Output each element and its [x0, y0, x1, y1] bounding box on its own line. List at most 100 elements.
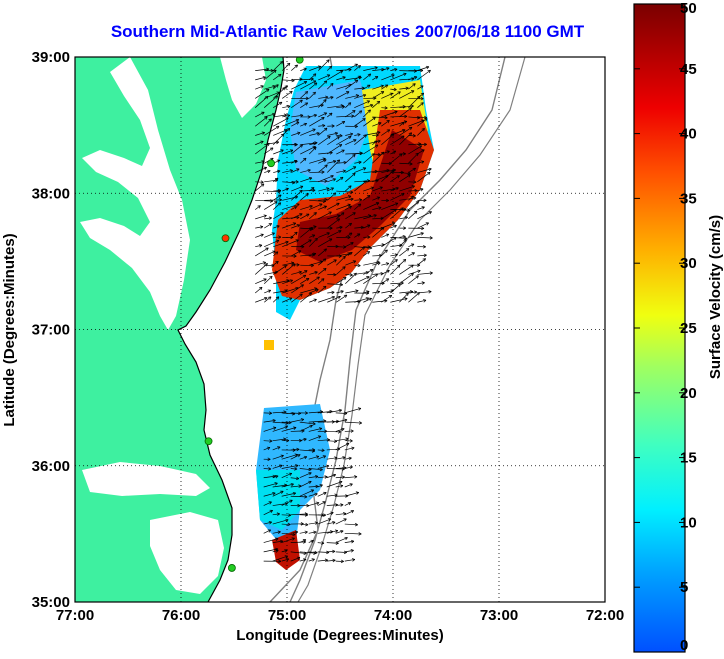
velocity-vector-head — [276, 178, 279, 182]
velocity-vector — [381, 169, 396, 173]
velocity-vector-head — [381, 67, 385, 70]
velocity-vector-head — [294, 160, 298, 164]
velocity-vector-head — [343, 160, 347, 163]
velocity-vector-head — [358, 408, 362, 411]
velocity-vector — [390, 283, 401, 294]
velocity-vector-head — [272, 426, 277, 428]
velocity-vector-head — [380, 217, 384, 221]
velocity-vector-head — [301, 284, 304, 288]
velocity-vector — [290, 513, 308, 516]
velocity-vector — [327, 65, 332, 71]
velocity-vector-head — [313, 146, 317, 149]
velocity-vector — [282, 279, 293, 285]
velocity-vector-head — [385, 198, 389, 201]
velocity-vector-head — [290, 237, 294, 240]
velocity-vector-head — [262, 112, 265, 115]
velocity-vector-head — [288, 513, 292, 516]
velocity-vector-head — [319, 469, 323, 472]
velocity-vector-head — [278, 531, 281, 534]
velocity-vector-head — [293, 427, 297, 430]
velocity-vector — [336, 294, 348, 303]
velocity-vector-head — [299, 271, 302, 275]
velocity-vector-head — [349, 273, 353, 276]
velocity-vector — [354, 87, 365, 90]
velocity-vector-head — [349, 274, 353, 277]
velocity-vector — [363, 180, 379, 183]
velocity-vector-head — [350, 430, 354, 433]
velocity-vector-head — [296, 64, 298, 68]
velocity-vector-head — [347, 235, 351, 238]
velocity-vector-head — [428, 291, 432, 294]
velocity-vector — [308, 476, 319, 479]
velocity-vector-head — [289, 279, 293, 281]
velocity-vector — [290, 531, 298, 534]
velocity-vector-head — [424, 115, 427, 118]
velocity-vector — [264, 264, 275, 267]
velocity-vector — [326, 481, 343, 488]
velocity-vector-head — [264, 95, 269, 98]
velocity-vector — [408, 145, 422, 155]
velocity-vector — [291, 121, 300, 127]
velocity-vector-head — [310, 425, 313, 428]
velocity-vector-head — [307, 213, 310, 217]
velocity-vector — [273, 114, 287, 118]
velocity-vector — [336, 69, 352, 71]
velocity-vector — [300, 78, 314, 81]
velocity-vector-head — [324, 159, 327, 163]
velocity-vector — [336, 106, 345, 109]
velocity-vector — [354, 94, 367, 99]
colorbar-tick-label: 20 — [680, 385, 697, 402]
velocity-vector-head — [295, 531, 299, 535]
velocity-vector-head — [341, 177, 344, 181]
velocity-vector — [363, 117, 376, 127]
radar-station-marker — [221, 234, 230, 243]
velocity-vector — [372, 91, 385, 99]
velocity-vector-head — [342, 476, 345, 479]
velocity-vector — [255, 199, 273, 202]
velocity-vector-head — [275, 482, 278, 486]
velocity-vector-head — [317, 276, 320, 280]
velocity-vector-head — [283, 483, 288, 486]
velocity-vector-head — [334, 457, 338, 460]
velocity-vector — [309, 253, 317, 257]
velocity-vector — [363, 261, 380, 266]
velocity-vector — [390, 187, 399, 192]
velocity-vector-head — [324, 179, 328, 182]
velocity-vector-head — [291, 182, 295, 185]
velocity-vector-head — [414, 291, 418, 294]
velocity-vector-head — [425, 65, 429, 68]
velocity-vector-head — [390, 93, 394, 96]
velocity-vector-head — [340, 290, 344, 292]
velocity-cell — [264, 340, 274, 350]
velocity-vector — [272, 87, 286, 99]
velocity-vector-head — [293, 255, 297, 258]
pamlico-sound — [150, 512, 224, 594]
velocity-vector-head — [323, 419, 327, 422]
velocity-vector — [417, 116, 427, 119]
velocity-vector — [273, 261, 279, 266]
velocity-vector-head — [312, 73, 316, 75]
x-tick-label: 77:00 — [56, 607, 94, 624]
velocity-vector-head — [417, 275, 419, 279]
velocity-vector — [326, 559, 336, 562]
velocity-vector-head — [336, 214, 340, 216]
velocity-vector-head — [404, 116, 408, 119]
velocity-vector — [281, 454, 298, 460]
velocity-vector-head — [421, 85, 424, 89]
velocity-vector-head — [358, 422, 362, 425]
velocity-vector-head — [277, 296, 280, 300]
velocity-vector — [417, 102, 424, 108]
velocity-vector-head — [375, 273, 378, 277]
velocity-vector-head — [412, 83, 416, 85]
velocity-vector-head — [278, 561, 282, 564]
velocity-vector-head — [332, 178, 336, 180]
velocity-vector-head — [347, 195, 352, 197]
velocity-vector-head — [356, 79, 359, 83]
radar-station-marker — [267, 159, 276, 168]
velocity-vector-head — [402, 152, 406, 155]
velocity-vector — [317, 531, 333, 534]
velocity-vector — [255, 88, 270, 99]
velocity-vector-head — [322, 278, 325, 282]
velocity-vector-head — [340, 503, 344, 506]
velocity-vector — [290, 412, 301, 414]
